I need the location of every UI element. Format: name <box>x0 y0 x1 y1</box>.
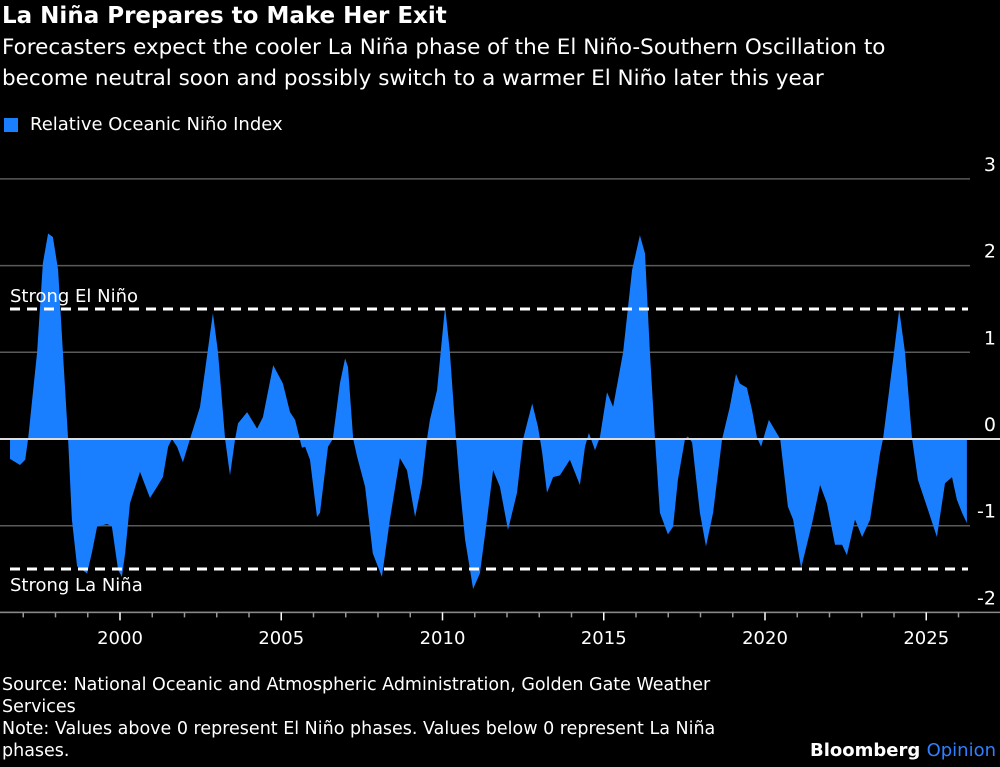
y-tick-label: 2 <box>984 241 996 263</box>
brand-suffix: Opinion <box>926 740 996 761</box>
y-tick-label: -2 <box>977 587 996 609</box>
note-line-1: Note: Values above 0 represent El Niño p… <box>2 719 716 739</box>
source-line-1: Source: National Oceanic and Atmospheric… <box>2 675 711 695</box>
legend-label: Relative Oceanic Niño Index <box>30 114 283 135</box>
x-tick-label: 2005 <box>258 628 304 649</box>
note-line-2: phases. <box>2 741 70 761</box>
legend: Relative Oceanic Niño Index <box>4 114 283 135</box>
y-tick-label: 0 <box>984 414 996 436</box>
x-tick-label: 2020 <box>742 628 788 649</box>
brand-name: Bloomberg <box>810 740 921 761</box>
legend-swatch <box>4 117 18 132</box>
x-tick-label: 2015 <box>581 628 627 649</box>
threshold-label: Strong El Niño <box>10 286 138 307</box>
x-tick-label: 2025 <box>903 628 949 649</box>
source-line-2: Services <box>2 697 76 717</box>
chart-subtitle-line-1: Forecasters expect the cooler La Niña ph… <box>2 35 886 60</box>
brand-logo: Bloomberg Opinion <box>810 740 996 761</box>
series-area-relative-oceanic-nino-index <box>10 233 967 589</box>
chart-title: La Niña Prepares to Make Her Exit <box>2 3 447 29</box>
y-tick-label: 3 <box>984 154 996 176</box>
threshold-label: Strong La Niña <box>10 575 143 596</box>
y-tick-label: 1 <box>984 327 996 349</box>
y-tick-label: -1 <box>977 501 996 523</box>
x-tick-label: 2010 <box>420 628 466 649</box>
chart-subtitle-line-2: become neutral soon and possibly switch … <box>2 66 824 91</box>
x-tick-label: 2000 <box>97 628 143 649</box>
